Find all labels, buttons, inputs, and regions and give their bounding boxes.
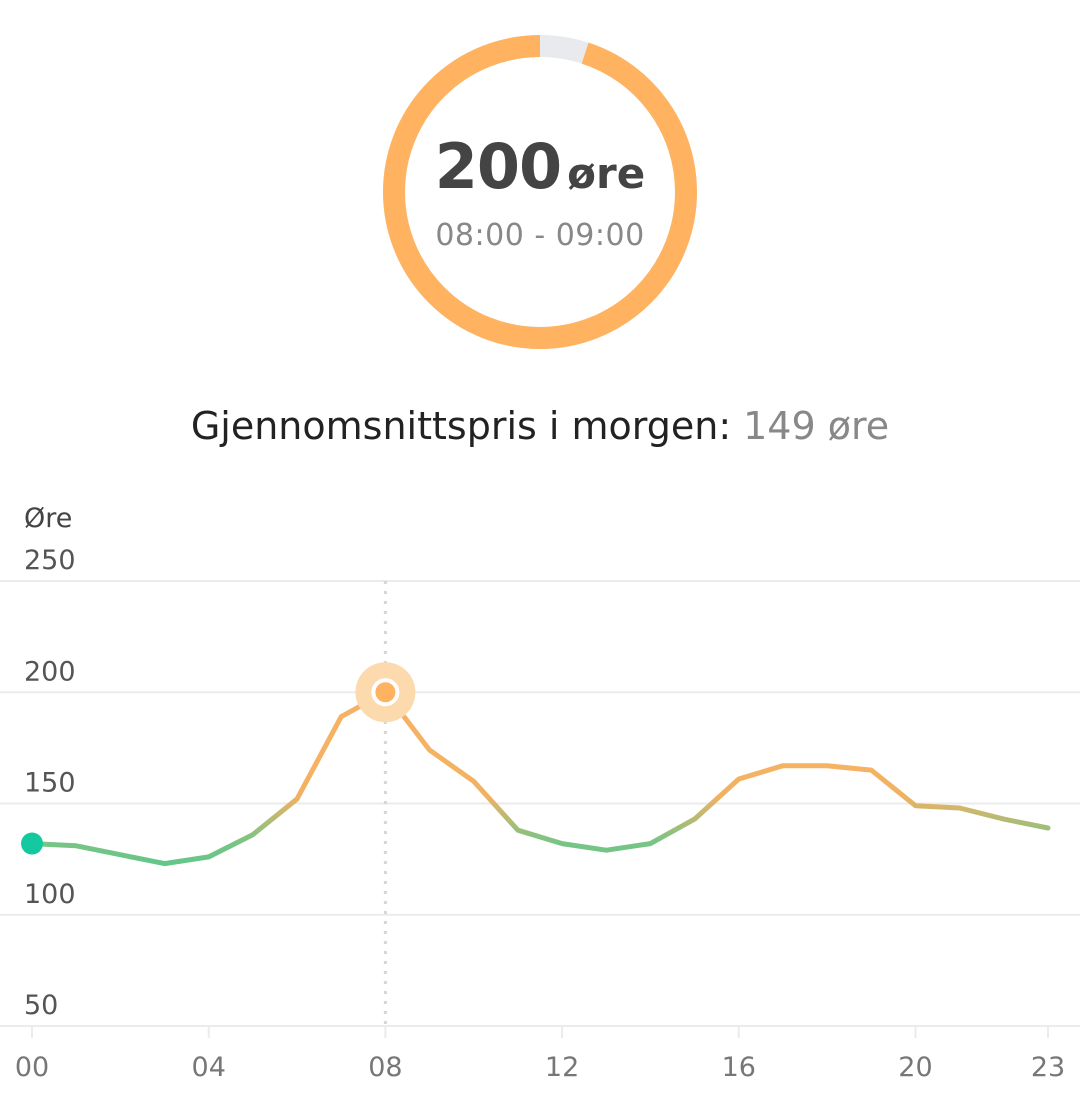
current-price-unit: øre [567, 149, 646, 198]
data-point-15 [692, 817, 697, 822]
data-point-17 [780, 763, 785, 768]
y-axis-labels: 250 200 150 100 50 [24, 545, 76, 1021]
x-tick-label-12: 12 [545, 1052, 579, 1083]
data-point-9 [427, 748, 432, 753]
data-point-21 [957, 805, 962, 810]
y-tick-label-250: 250 [24, 545, 76, 576]
y-tick-label-100: 100 [24, 879, 76, 910]
marker-layer [21, 662, 416, 855]
y-tick-label-200: 200 [24, 656, 76, 687]
highlight-point-marker[interactable] [371, 678, 400, 707]
price-gauge [383, 35, 697, 349]
current-price-value: 200 [434, 130, 562, 203]
data-point-14 [648, 841, 653, 846]
average-price: Gjennomsnittspris i morgen: 149 øre [0, 404, 1080, 448]
y-tick-label-50: 50 [24, 990, 58, 1021]
data-point-23 [1046, 825, 1051, 830]
data-point-6 [295, 797, 300, 802]
data-point-13 [604, 848, 609, 853]
grid [0, 580, 1080, 1027]
data-point-7 [339, 714, 344, 719]
data-point-1 [74, 843, 79, 848]
data-point-19 [869, 768, 874, 773]
data-point-10 [471, 779, 476, 784]
x-axis-labels: 00 04 08 12 16 20 23 [15, 1026, 1065, 1083]
y-tick-label-150: 150 [24, 768, 76, 799]
data-point-4 [206, 854, 211, 859]
x-tick-label-16: 16 [722, 1052, 756, 1083]
x-tick-label-20: 20 [898, 1052, 932, 1083]
y-axis-title: Øre [24, 503, 72, 534]
current-price: 200 øre [0, 130, 1080, 203]
data-point-5 [250, 832, 255, 837]
data-point-3 [162, 861, 167, 866]
data-point-22 [1001, 817, 1006, 822]
x-tick-label-08: 08 [368, 1052, 402, 1083]
data-point-20 [913, 803, 918, 808]
gauge-arc [383, 35, 697, 349]
average-price-value: 149 øre [743, 404, 890, 448]
data-point-11 [515, 828, 520, 833]
series-layer [29, 689, 1051, 867]
x-tick-label-04: 04 [192, 1052, 226, 1083]
current-time-range: 08:00 - 09:00 [435, 218, 645, 253]
price-series-line [29, 689, 1051, 867]
x-tick-label-00: 00 [15, 1052, 49, 1083]
average-price-label: Gjennomsnittspris i morgen: [190, 404, 732, 448]
start-point-marker [21, 832, 43, 855]
data-point-16 [736, 777, 741, 782]
data-point-2 [118, 852, 123, 857]
data-point-12 [560, 841, 565, 846]
price-chart: Øre 250 200 150 100 50 00 04 08 12 16 20 23 [0, 503, 1080, 1083]
data-point-18 [825, 763, 830, 768]
x-tick-label-23: 23 [1031, 1052, 1065, 1083]
